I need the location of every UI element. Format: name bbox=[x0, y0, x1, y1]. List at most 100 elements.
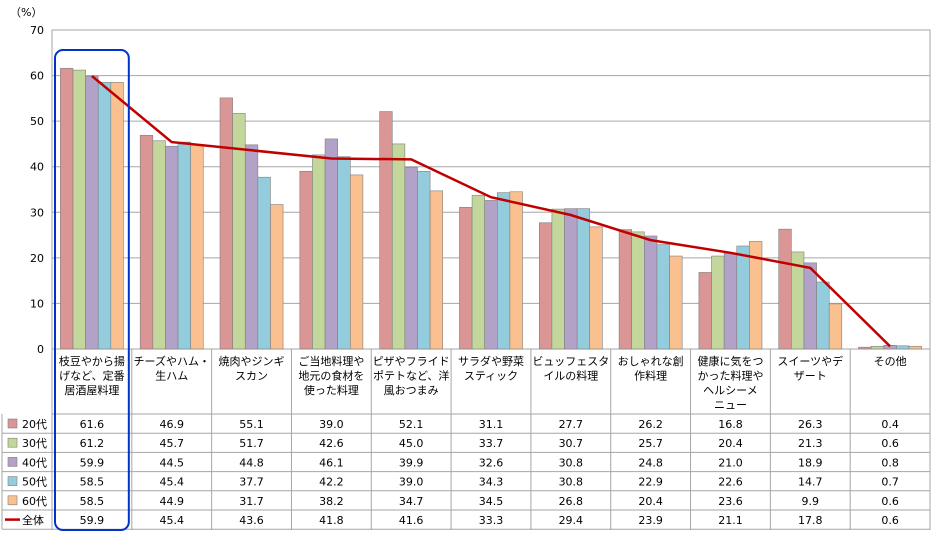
category-label: おしゃれな創 bbox=[618, 354, 684, 368]
bar-50代-0 bbox=[97, 82, 112, 350]
table-cell: 17.8 bbox=[798, 514, 823, 527]
bar-50代-5 bbox=[497, 192, 511, 350]
category-label: ピザやフライド bbox=[373, 355, 450, 368]
bar-40代-8 bbox=[723, 253, 738, 350]
table-cell: 24.8 bbox=[638, 456, 663, 469]
table-cell: 41.6 bbox=[399, 514, 424, 527]
table-cell: 33.3 bbox=[479, 514, 504, 527]
category-label: イルの料理 bbox=[543, 369, 598, 383]
bar-30代-0 bbox=[72, 69, 86, 350]
table-cell: 30.8 bbox=[559, 456, 584, 469]
bar-60代-9 bbox=[828, 303, 843, 350]
table-cell: 14.7 bbox=[798, 476, 823, 489]
category-label: かった料理や bbox=[697, 369, 763, 383]
table-cell: 46.1 bbox=[319, 456, 344, 469]
bar-20代-0 bbox=[60, 67, 74, 350]
table-cell: 30.7 bbox=[559, 437, 584, 450]
highlight-box bbox=[54, 49, 130, 531]
bar-60代-4 bbox=[429, 190, 444, 350]
bar-20代-5 bbox=[459, 206, 473, 350]
bar-50代-4 bbox=[417, 170, 431, 350]
y-tick-label: 50 bbox=[30, 115, 44, 128]
category-label: ザート bbox=[794, 370, 827, 383]
bar-20代-9 bbox=[778, 228, 792, 350]
bar-60代-2 bbox=[270, 204, 284, 350]
table-cell: 37.7 bbox=[239, 476, 264, 489]
category-label: スイーツやデ bbox=[777, 354, 843, 368]
bar-40代-0 bbox=[85, 75, 99, 350]
bar-60代-5 bbox=[509, 191, 523, 350]
y-tick-label: 40 bbox=[30, 161, 44, 174]
bar-40代-1 bbox=[165, 145, 179, 350]
table-cell: 45.7 bbox=[159, 437, 184, 450]
series-label: 全体 bbox=[22, 513, 44, 527]
legend-key-40代 bbox=[7, 457, 18, 467]
table-cell: 32.6 bbox=[479, 456, 504, 469]
bar-20代-10 bbox=[858, 346, 872, 350]
table-cell: 58.5 bbox=[80, 495, 105, 508]
category-label: ニュー bbox=[714, 399, 747, 412]
bar-20代-4 bbox=[379, 111, 393, 350]
category-label: スティック bbox=[464, 370, 518, 383]
table-cell: 34.7 bbox=[399, 495, 424, 508]
bar-40代-2 bbox=[244, 144, 259, 350]
legend-key-60代 bbox=[7, 495, 18, 506]
table-cell: 26.2 bbox=[638, 418, 663, 431]
series-label: 40代 bbox=[22, 456, 47, 469]
table-cell: 39.0 bbox=[399, 476, 424, 489]
table-cell: 23.9 bbox=[638, 514, 663, 527]
table-cell: 61.6 bbox=[80, 418, 105, 431]
bar-20代-1 bbox=[139, 134, 154, 350]
legend-key-30代 bbox=[7, 437, 18, 448]
bar-30代-8 bbox=[711, 255, 725, 350]
table-cell: 0.6 bbox=[881, 495, 899, 508]
table-cell: 34.5 bbox=[479, 495, 504, 508]
bar-30代-5 bbox=[471, 195, 485, 350]
y-tick-label: 0 bbox=[37, 343, 44, 356]
y-tick-label: 10 bbox=[30, 297, 44, 310]
table-cell: 22.9 bbox=[638, 476, 663, 489]
category-label: 焼肉やジンギ bbox=[219, 355, 285, 368]
table-cell: 42.2 bbox=[319, 476, 344, 489]
bar-50代-2 bbox=[257, 176, 271, 350]
bar-50代-6 bbox=[576, 208, 591, 350]
bar-30代-6 bbox=[551, 208, 565, 350]
bar-50代-9 bbox=[816, 281, 830, 350]
bar-60代-7 bbox=[669, 255, 683, 350]
bar-50代-8 bbox=[736, 245, 750, 350]
category-label: ご当地料理や bbox=[298, 354, 364, 368]
category-label: スカン bbox=[235, 370, 268, 383]
table-cell: 16.8 bbox=[718, 418, 743, 431]
table-cell: 45.0 bbox=[399, 437, 424, 450]
table-cell: 46.9 bbox=[159, 418, 184, 431]
bar-50代-3 bbox=[337, 156, 351, 350]
bar-40代-5 bbox=[484, 200, 498, 350]
table-cell: 30.8 bbox=[559, 476, 584, 489]
bar-40代-6 bbox=[564, 208, 578, 350]
table-cell: 39.0 bbox=[319, 418, 344, 431]
table-cell: 20.4 bbox=[718, 437, 743, 450]
y-tick-label: 20 bbox=[30, 252, 44, 265]
table-cell: 34.3 bbox=[479, 476, 504, 489]
table-cell: 18.9 bbox=[798, 456, 823, 469]
table-cell: 55.1 bbox=[239, 418, 264, 431]
category-label: 居酒屋料理 bbox=[64, 383, 119, 397]
table-cell: 0.4 bbox=[881, 418, 899, 431]
category-label: 枝豆やから揚 bbox=[59, 354, 125, 368]
table-cell: 45.4 bbox=[159, 514, 184, 527]
category-label: 地元の食材を bbox=[298, 369, 364, 383]
bar-50代-10 bbox=[896, 345, 910, 350]
table-cell: 26.3 bbox=[798, 418, 823, 431]
table-cell: 51.7 bbox=[239, 437, 264, 450]
category-label: サラダや野菜 bbox=[458, 354, 524, 368]
table-cell: 41.8 bbox=[319, 514, 344, 527]
bar-30代-10 bbox=[870, 345, 885, 350]
category-label: その他 bbox=[874, 355, 907, 368]
category-label: ビュッフェスタ bbox=[532, 355, 609, 368]
table-cell: 42.6 bbox=[319, 437, 344, 450]
category-label: チーズやハム・ bbox=[134, 354, 210, 368]
table-cell: 23.6 bbox=[718, 495, 743, 508]
y-tick-label: 60 bbox=[30, 70, 44, 83]
table-cell: 44.5 bbox=[159, 456, 184, 469]
